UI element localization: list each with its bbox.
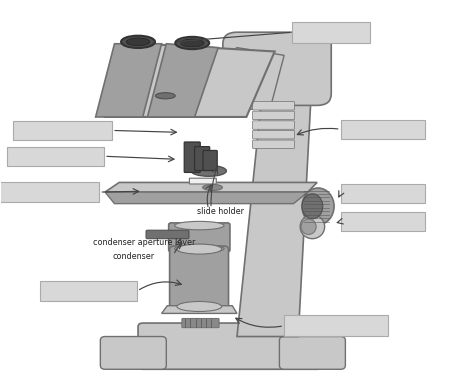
FancyBboxPatch shape [253, 130, 294, 139]
Ellipse shape [177, 244, 222, 254]
FancyBboxPatch shape [292, 22, 370, 43]
FancyBboxPatch shape [100, 336, 166, 369]
Ellipse shape [121, 36, 155, 48]
Ellipse shape [202, 184, 222, 191]
FancyBboxPatch shape [341, 212, 426, 231]
FancyBboxPatch shape [253, 102, 294, 110]
Polygon shape [237, 63, 312, 336]
FancyBboxPatch shape [253, 121, 294, 129]
FancyBboxPatch shape [169, 223, 230, 252]
Ellipse shape [126, 38, 150, 46]
FancyBboxPatch shape [184, 142, 200, 172]
Polygon shape [162, 306, 237, 314]
Polygon shape [105, 182, 317, 192]
Ellipse shape [177, 301, 222, 312]
FancyBboxPatch shape [0, 182, 99, 202]
Text: condenser: condenser [112, 252, 154, 261]
FancyBboxPatch shape [170, 246, 228, 312]
FancyBboxPatch shape [190, 178, 216, 184]
Text: slide holder: slide holder [197, 207, 244, 216]
Polygon shape [147, 44, 218, 117]
FancyBboxPatch shape [253, 111, 294, 120]
Ellipse shape [174, 244, 224, 253]
Ellipse shape [191, 166, 227, 176]
FancyBboxPatch shape [203, 151, 217, 170]
Polygon shape [105, 44, 275, 117]
Ellipse shape [302, 194, 323, 219]
Polygon shape [190, 48, 284, 109]
FancyBboxPatch shape [341, 184, 426, 203]
FancyBboxPatch shape [284, 315, 388, 336]
FancyBboxPatch shape [7, 147, 104, 166]
Polygon shape [105, 192, 308, 204]
Text: condenser aperture lever: condenser aperture lever [93, 238, 196, 247]
Ellipse shape [302, 188, 334, 225]
FancyBboxPatch shape [182, 319, 219, 328]
FancyBboxPatch shape [138, 323, 322, 369]
FancyBboxPatch shape [279, 336, 346, 369]
FancyBboxPatch shape [13, 121, 112, 140]
Ellipse shape [181, 39, 204, 47]
Ellipse shape [301, 219, 316, 234]
FancyBboxPatch shape [341, 120, 426, 139]
Ellipse shape [155, 93, 175, 99]
FancyBboxPatch shape [195, 147, 210, 170]
Polygon shape [96, 44, 162, 117]
Ellipse shape [174, 221, 224, 230]
Ellipse shape [300, 215, 325, 239]
FancyBboxPatch shape [223, 32, 331, 106]
Ellipse shape [175, 37, 209, 49]
FancyBboxPatch shape [40, 281, 137, 301]
FancyBboxPatch shape [146, 230, 189, 239]
FancyBboxPatch shape [253, 140, 294, 149]
